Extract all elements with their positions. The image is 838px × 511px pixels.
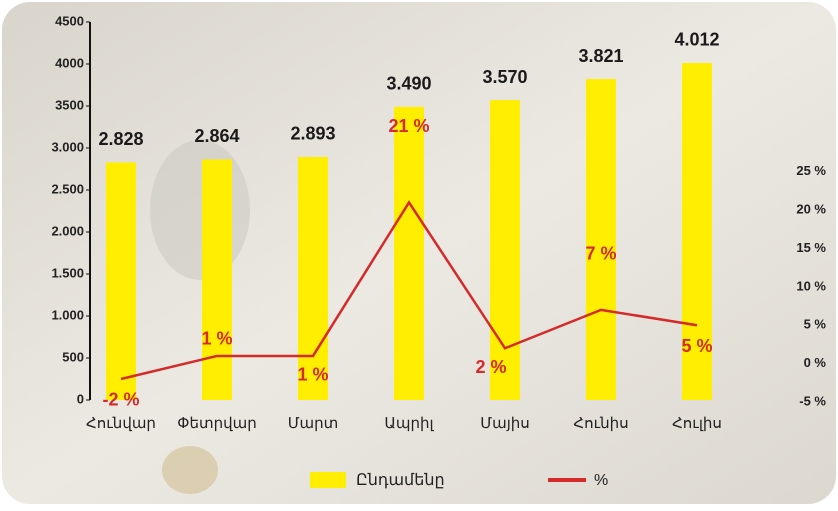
line-value-label: 7 % [585, 244, 616, 264]
x-tick-label: Ապրիլ [384, 415, 434, 432]
legend-swatch [310, 472, 346, 488]
bar [202, 159, 232, 400]
y2-tick-label: 15 % [796, 240, 826, 255]
legend-label: Ընդամենը [356, 472, 445, 489]
bar [586, 79, 616, 400]
line [120, 200, 698, 381]
bar-value-label: 3.490 [386, 74, 431, 94]
decoration [162, 446, 218, 494]
decoration [150, 140, 250, 280]
x-tick-label: Հունվար [86, 415, 156, 432]
bar-value-label: 3.570 [482, 67, 527, 87]
y-tick-label: 4000 [55, 55, 84, 70]
bar-value-label: 3.821 [578, 46, 623, 66]
line-value-label: 1 % [201, 329, 232, 349]
bar [490, 100, 520, 401]
line-value-label: 5 % [681, 336, 712, 356]
line-value-label: -2 % [102, 390, 139, 410]
y2-tick-label: -5 % [799, 393, 826, 408]
legend-label: % [594, 472, 608, 489]
bar [298, 156, 328, 400]
bar-value-label: 2.828 [98, 129, 143, 149]
y2-tick-label: 5 % [804, 317, 827, 332]
bar-value-label: 2.893 [290, 124, 335, 144]
y2-tick-label: 20 % [796, 202, 826, 217]
y-tick-label: 4500 [55, 13, 84, 28]
x-tick-label: Մայիս [480, 415, 530, 432]
y-tick-label: 3500 [55, 97, 84, 112]
y-tick-label: 1.500 [51, 265, 84, 280]
x-tick-label: Մարտ [288, 415, 339, 432]
bar [682, 62, 712, 400]
line-value-label: 1 % [297, 365, 328, 385]
bar [106, 162, 136, 400]
y-tick-label: 1.000 [51, 307, 84, 322]
bar [394, 106, 424, 400]
y2-tick-label: 10 % [796, 278, 826, 293]
line-value-label: 2 % [475, 357, 506, 377]
y-tick-label: 0 [77, 391, 84, 406]
y-tick-label: 2.000 [51, 223, 84, 238]
line-value-label: 21 % [388, 116, 429, 136]
bar-value-label: 4.012 [674, 30, 719, 50]
y-tick-label: 3.000 [51, 139, 84, 154]
y-tick-label: 2.500 [51, 181, 84, 196]
x-tick-label: Հունիս [573, 415, 628, 432]
x-tick-label: Փետրվար [177, 415, 256, 432]
bar-value-label: 2.864 [194, 126, 239, 146]
y-tick-label: 500 [62, 349, 84, 364]
x-tick-label: Հուլիս [672, 415, 722, 432]
y2-tick-label: 25 % [796, 163, 826, 178]
y2-tick-label: 0 % [804, 355, 827, 370]
